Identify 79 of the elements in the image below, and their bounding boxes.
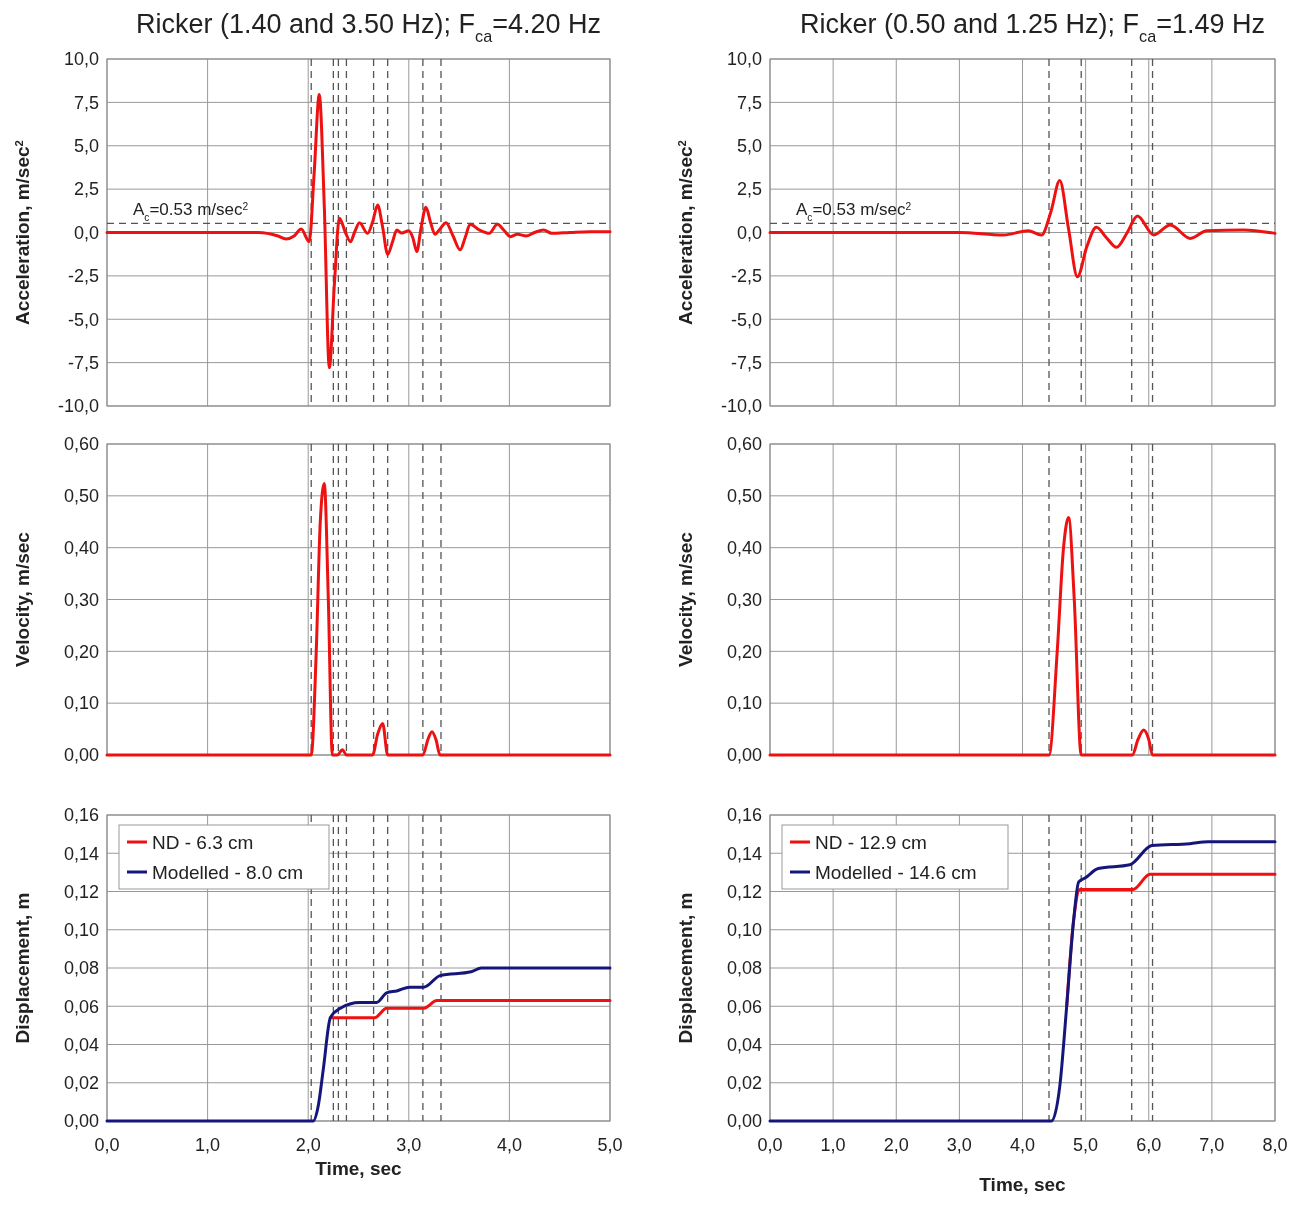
x-axis-title: Time, sec: [979, 1174, 1067, 1195]
y-tick-label: 0,10: [63, 920, 99, 941]
x-tick-label: 4,0: [1009, 1135, 1036, 1155]
y-tick-label: 0,10: [726, 693, 762, 714]
y-tick-label: 0,08: [63, 958, 99, 979]
y-tick-label: 0,00: [726, 745, 762, 766]
x-tick-label: 0,0: [94, 1135, 120, 1155]
y-axis-title: Velocity, m/sec: [675, 531, 696, 667]
y-tick-label: 2,5: [736, 179, 762, 200]
x-tick-label: 7,0: [1199, 1135, 1225, 1155]
y-axis-title: Displacement, m: [12, 892, 33, 1044]
y-tick-label: 0,08: [726, 958, 762, 979]
chart-title: Ricker (1.40 and 3.50 Hz); F$_{ca}$=4.20 Hz: [135, 9, 602, 45]
legend-label: Modelled - 8.0 cm: [152, 861, 304, 883]
y-tick-label: 7,5: [73, 92, 99, 113]
y-tick-label: -7,5: [67, 352, 99, 373]
y-tick-label: 0,40: [726, 537, 762, 558]
x-tick-label: 5,0: [597, 1135, 623, 1155]
y-tick-label: 0,00: [63, 745, 99, 766]
x-tick-label: 1,0: [820, 1135, 846, 1155]
x-tick-label: 5,0: [1073, 1135, 1099, 1155]
y-tick-label: 0,0: [736, 222, 762, 243]
y-tick-label: -5,0: [67, 309, 99, 330]
y-tick-label: 0,04: [726, 1034, 762, 1055]
x-tick-label: 3,0: [946, 1135, 972, 1155]
y-tick-label: -7,5: [730, 352, 762, 373]
y-axis-title: Velocity, m/sec: [12, 531, 33, 667]
x-tick-label: 2,0: [883, 1135, 909, 1155]
y-tick-label: 0,30: [63, 589, 99, 610]
ref-line-label: A$_{c}$=0.53 m/sec$^{2}$: [133, 200, 249, 223]
y-tick-label: 0,06: [726, 996, 762, 1017]
legend-label: ND - 6.3 cm: [152, 831, 254, 853]
y-tick-label: 0,04: [63, 1034, 99, 1055]
y-tick-label: 0,0: [73, 222, 99, 243]
y-tick-label: 0,20: [63, 641, 99, 662]
y-tick-label: -2,5: [67, 266, 99, 287]
y-tick-label: -10,0: [57, 396, 99, 417]
chart-title: Ricker (0.50 and 1.25 Hz); F$_{ca}$=1.49 Hz: [799, 9, 1266, 45]
y-tick-label: 0,60: [63, 434, 99, 455]
y-tick-label: 10,0: [726, 49, 762, 70]
y-tick-label: 0,40: [63, 537, 99, 558]
y-tick-label: 0,16: [63, 805, 99, 826]
y-tick-label: 0,16: [726, 805, 762, 826]
y-tick-label: 0,02: [63, 1073, 99, 1094]
y-tick-label: 0,20: [726, 641, 762, 662]
y-tick-label: -2,5: [730, 266, 762, 287]
y-tick-label: 0,10: [726, 920, 762, 941]
y-tick-label: 0,12: [726, 881, 762, 902]
x-tick-label: 6,0: [1136, 1135, 1162, 1155]
y-tick-label: 2,5: [73, 179, 99, 200]
y-tick-label: 0,00: [63, 1111, 99, 1132]
x-axis-title: Time, sec: [315, 1158, 403, 1179]
x-tick-label: 4,0: [496, 1135, 522, 1155]
y-axis-title: Displacement, m: [675, 892, 696, 1044]
y-tick-label: 0,50: [63, 486, 99, 507]
y-tick-label: 0,14: [63, 843, 99, 864]
y-tick-label: -10,0: [720, 396, 762, 417]
y-tick-label: 0,14: [726, 843, 762, 864]
y-tick-label: 0,12: [63, 881, 99, 902]
y-tick-label: 0,00: [726, 1111, 762, 1132]
y-tick-label: 5,0: [736, 136, 762, 157]
y-tick-label: 5,0: [73, 136, 99, 157]
x-tick-label: 1,0: [195, 1135, 221, 1155]
y-tick-label: 0,60: [726, 434, 762, 455]
y-tick-label: 0,50: [726, 486, 762, 507]
ref-line-label: A$_{c}$=0.53 m/sec$^{2}$: [796, 200, 912, 223]
y-tick-label: 10,0: [63, 49, 99, 70]
x-tick-label: 3,0: [396, 1135, 422, 1155]
x-tick-label: 0,0: [757, 1135, 783, 1155]
legend-label: Modelled - 14.6 cm: [815, 861, 977, 883]
x-tick-label: 8,0: [1262, 1135, 1288, 1155]
y-tick-label: 7,5: [736, 92, 762, 113]
y-tick-label: 0,02: [726, 1073, 762, 1094]
legend-label: ND - 12.9 cm: [815, 831, 927, 853]
y-tick-label: 0,10: [63, 693, 99, 714]
x-tick-label: 2,0: [295, 1135, 321, 1155]
y-tick-label: 0,30: [726, 589, 762, 610]
y-tick-label: 0,06: [63, 996, 99, 1017]
y-tick-label: -5,0: [730, 309, 762, 330]
